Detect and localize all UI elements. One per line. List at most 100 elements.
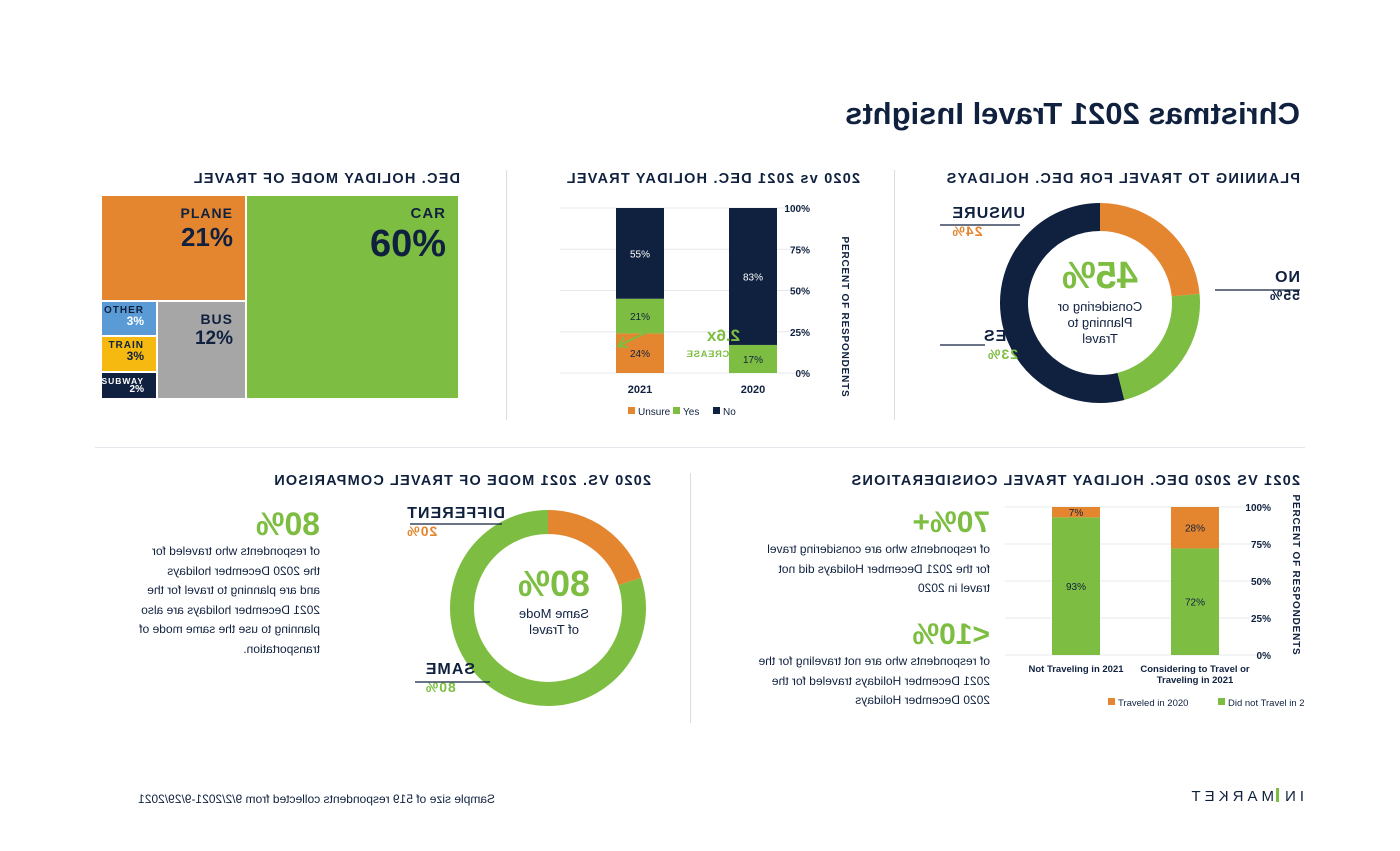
considerations-bar-0-did-not-travel-in-2020	[1171, 548, 1219, 655]
compare-bar-2021-no	[616, 208, 664, 299]
mode-comparison-stat-text6: transportation.	[243, 641, 320, 656]
planning-slice-yes	[1117, 293, 1200, 400]
considerations-stat1-value: 70%+	[912, 506, 990, 539]
divider-horizontal	[95, 447, 1305, 448]
considerations-stat2-text1: of respondents who are not traveling for…	[758, 654, 990, 668]
considerations-value-label-0-traveled-in-2020: 28%	[1185, 524, 1205, 535]
treemap-pct-train: 3%	[126, 349, 144, 363]
divider-vertical-1	[894, 170, 895, 420]
logo-text-market: MARKET	[1187, 788, 1274, 805]
mode-comparison-stat-text4: 2021 December holidays are also	[141, 602, 320, 617]
compare-xtick-2020: 2020	[741, 384, 765, 396]
treemap-pct-car: 60%	[369, 223, 446, 265]
compare-legend-label-no: No	[723, 407, 736, 418]
compare-ylabel: PERCENT OF RESPONDENTS	[839, 237, 850, 398]
logo-bar	[1276, 788, 1279, 802]
considerations-value-label-1-traveled-in-2020: 7%	[1069, 508, 1084, 519]
compare-value-label-2020-yes: 17%	[743, 355, 763, 366]
considerations-legend-label-did-not-travel-in-2020: Did not Travel in 2020	[1228, 698, 1305, 709]
planning-slice-no	[1000, 203, 1125, 403]
same-label-name: SAME	[424, 661, 475, 678]
compare-ytick-0: 0%	[796, 369, 811, 380]
compare-bar-chart: 0% 25% 50% 75% 100% 17% 83% 2020 24% 21% 55% 2021 No…	[560, 204, 850, 418]
considerations-ytick-100: 100%	[1245, 503, 1271, 514]
unsure-label: UNSURE 24%	[951, 205, 1025, 239]
treemap-pct-other: 3%	[126, 314, 144, 328]
compare-xtick-2021: 2021	[628, 384, 652, 396]
treemap-label-plane: PLANE	[180, 205, 233, 221]
treemap-cell-car: CAR 60%	[246, 195, 459, 399]
mode-comparison-center-line1: Same Mode	[518, 606, 590, 621]
compare-value-label-2020-no: 83%	[743, 272, 763, 283]
compare-heading: 2020 vs 2021 DEC. HOLIDAY TRAVEL	[565, 171, 860, 187]
compare-bar-2020-yes	[729, 344, 777, 373]
same-label-pct: 80%	[424, 679, 456, 695]
compare-ytick-25: 25%	[790, 328, 810, 339]
planning-slice-unsure	[1099, 203, 1200, 297]
treemap-cell-subway: SUBWAY 2%	[101, 372, 157, 399]
treemap-label-car: CAR	[410, 205, 447, 222]
considerations-ytick-25: 25%	[1251, 614, 1271, 625]
planning-center-line2: Planning to	[1067, 315, 1133, 330]
sample-size-note: Sample size of 519 respondents collected…	[138, 792, 495, 806]
considerations-stat1-text1: of respondents who are considering trave…	[767, 542, 990, 556]
considerations-xtick-0-line1: Considering to Travel or	[1140, 664, 1250, 675]
different-label: DIFFERENT 20%	[406, 505, 505, 539]
treemap-cell-plane: PLANE 21%	[101, 195, 246, 301]
yes-label: YES 23%	[983, 328, 1018, 362]
compare-legend-swatch-yes	[673, 407, 680, 414]
no-label-pct: 55%	[1268, 287, 1300, 303]
treemap-pct-bus: 12%	[194, 328, 233, 349]
considerations-ytick-50: 50%	[1251, 577, 1271, 588]
mode-comparison-center-pct: 80%	[517, 563, 591, 604]
increase-callout-text: INCREASE	[686, 349, 740, 360]
considerations-bar-0-traveled-in-2020	[1171, 507, 1219, 549]
divider-vertical-3	[690, 473, 691, 723]
considerations-heading: 2021 VS 2020 DEC. HOLIDAY TRAVEL CONSIDE…	[850, 473, 1300, 489]
different-label-name: DIFFERENT	[406, 505, 505, 522]
mode-treemap: CAR 60% PLANE 21% BUS 12% OTHER 3% TRAIN 3% SUBWAY…	[101, 195, 459, 399]
mode-comparison-center-line2: of Travel	[529, 622, 579, 637]
divider-vertical-2	[506, 170, 507, 420]
mode-comparison-stat-text5: planning to use the same mode of	[139, 622, 320, 636]
increase-callout-value: 2.6x	[706, 326, 740, 345]
planning-center-line1: Considering or	[1057, 299, 1143, 314]
considerations-legend-label-traveled-in-2020: Traveled in 2020	[1118, 698, 1188, 709]
increase-arrow	[619, 324, 663, 346]
compare-bar-2021-unsure	[616, 333, 664, 373]
compare-value-label-2021-no: 55%	[630, 249, 650, 260]
mode-comparison-donut-chart	[410, 510, 646, 706]
mode-comparison-stat-text3: and are planning to travel for the	[147, 583, 320, 597]
treemap-cell-bus: BUS 12%	[157, 301, 246, 399]
compare-value-label-2021-unsure: 24%	[630, 349, 650, 360]
compare-bar-2020-no	[729, 208, 777, 345]
planning-center-text: 45% Considering or Planning to Travel	[984, 255, 1216, 347]
considerations-stat2-value: <10%	[912, 618, 990, 651]
compare-legend-label-unsure: Unsure	[638, 407, 671, 418]
considerations-value-label-1-did-not-travel-in-2020: 93%	[1066, 582, 1086, 593]
considerations-stat1: 70%+ of respondents who are considering …	[745, 506, 990, 599]
considerations-bar-chart: 0% 25% 50% 75% 100% 72% 28% Considering to Trav…	[1005, 495, 1305, 709]
mode-comparison-slice-same	[450, 510, 646, 706]
considerations-ylabel: PERCENT OF RESPONDENTS	[1290, 495, 1301, 655]
compare-ytick-75: 75%	[790, 245, 810, 256]
considerations-ytick-75: 75%	[1251, 540, 1271, 551]
unsure-label-pct: 24%	[951, 223, 983, 239]
mode-comparison-stat: 80% of respondents who traveled for the …	[80, 506, 320, 659]
mode-comparison-stat-value: 80%	[255, 506, 320, 542]
mode-heading: DEC. HOLIDAY MODE OF TRAVEL	[192, 171, 460, 187]
considerations-stat2: <10% of respondents who are not travelin…	[740, 618, 990, 711]
treemap-pct-plane: 21%	[180, 222, 233, 252]
treemap-label-bus: BUS	[200, 311, 233, 327]
mode-comparison-slice-different	[547, 510, 642, 586]
compare-legend-swatch-no	[713, 407, 720, 414]
no-label: NO 55%	[1269, 269, 1300, 303]
considerations-ytick-0: 0%	[1257, 651, 1272, 662]
considerations-stat2-text2: 2021 December Holidays traveled for the	[771, 673, 990, 688]
mode-comparison-stat-text2: the 2020 December holidays	[167, 563, 320, 578]
considerations-xtick-1-line1: Not Traveling in 2021	[1028, 664, 1124, 675]
inmarket-logo: IN MARKET	[1187, 788, 1304, 805]
treemap-cell-train: TRAIN 3%	[101, 336, 157, 372]
increase-callout: 2.6x INCREASE	[686, 326, 740, 360]
